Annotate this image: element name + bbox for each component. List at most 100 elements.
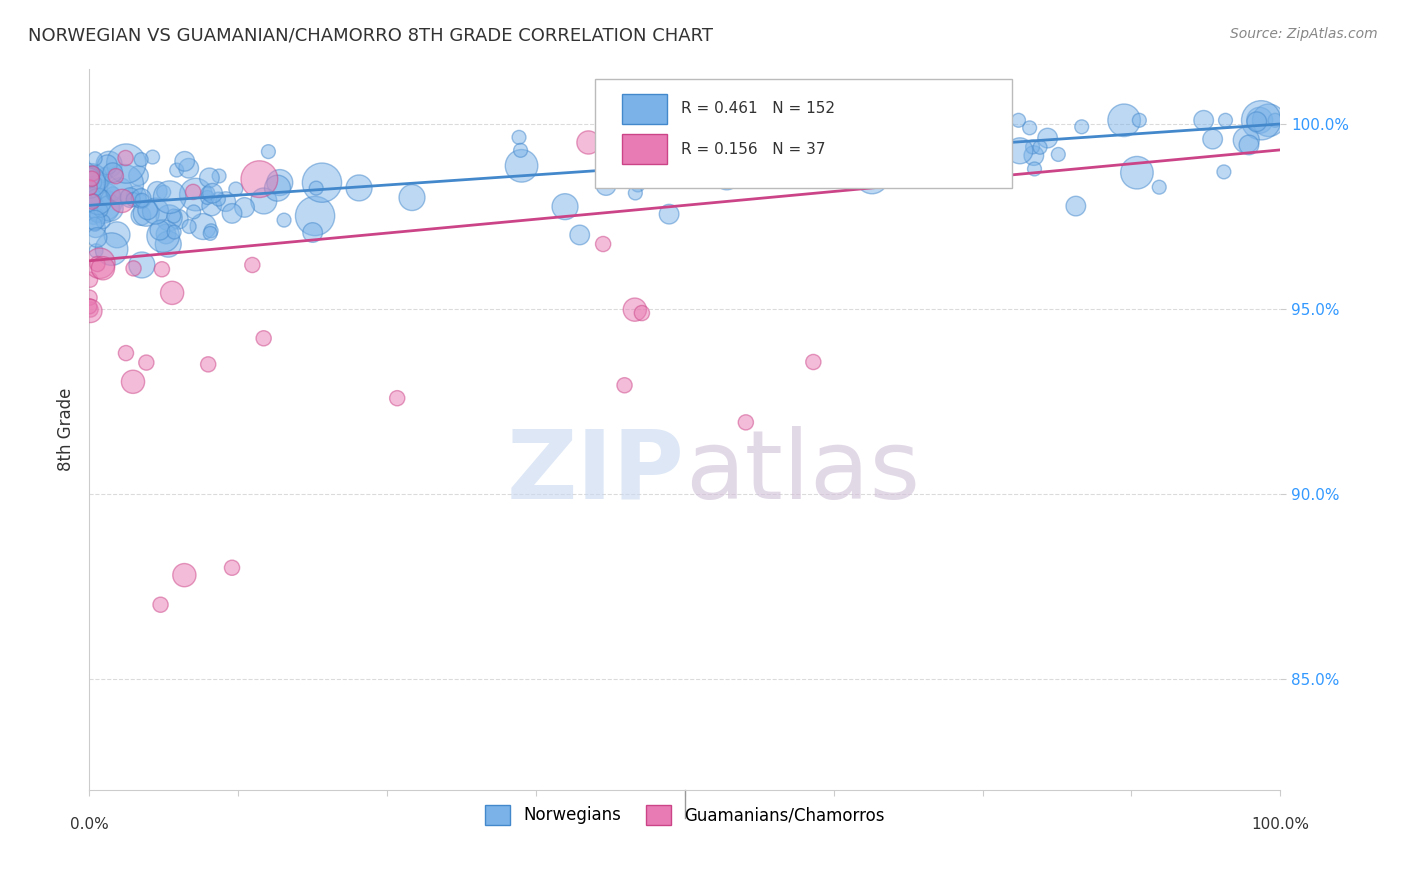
- Point: [247, 172, 270, 186]
- Point: [79, 302, 101, 317]
- Point: [658, 207, 681, 221]
- Point: [80, 190, 103, 204]
- Point: [79, 273, 101, 287]
- Point: [595, 178, 617, 193]
- Point: [198, 170, 221, 185]
- Point: [173, 568, 195, 582]
- Point: [624, 302, 647, 317]
- Point: [83, 176, 105, 190]
- Point: [98, 157, 121, 171]
- Point: [1128, 113, 1150, 128]
- Point: [554, 200, 576, 214]
- Point: [858, 137, 880, 152]
- Legend: Norwegians, Guamanians/Chamorros: Norwegians, Guamanians/Chamorros: [478, 798, 891, 831]
- Point: [240, 258, 263, 272]
- Text: ZIP: ZIP: [506, 425, 685, 519]
- Point: [146, 185, 169, 199]
- Point: [101, 186, 124, 201]
- Point: [183, 205, 205, 219]
- Point: [1264, 113, 1286, 128]
- Point: [668, 142, 690, 156]
- Point: [122, 193, 145, 207]
- Point: [84, 213, 107, 227]
- Point: [197, 357, 219, 371]
- Point: [101, 166, 124, 180]
- Point: [122, 375, 145, 389]
- Point: [97, 191, 120, 205]
- Point: [96, 158, 118, 172]
- Point: [163, 209, 186, 223]
- Point: [91, 261, 114, 276]
- Point: [114, 151, 136, 165]
- Point: [347, 181, 370, 195]
- Text: atlas: atlas: [685, 425, 920, 519]
- Point: [152, 229, 174, 244]
- Point: [149, 598, 172, 612]
- Point: [273, 213, 295, 227]
- Point: [820, 123, 842, 137]
- Point: [79, 175, 101, 189]
- Text: 100.0%: 100.0%: [1251, 817, 1309, 832]
- FancyBboxPatch shape: [595, 79, 1012, 187]
- Text: Source: ZipAtlas.com: Source: ZipAtlas.com: [1230, 27, 1378, 41]
- Point: [82, 194, 104, 209]
- Point: [159, 190, 181, 204]
- Point: [613, 136, 636, 150]
- Point: [108, 184, 131, 198]
- Point: [86, 257, 108, 271]
- Point: [197, 190, 219, 204]
- Point: [105, 227, 128, 242]
- Point: [83, 180, 105, 194]
- Point: [160, 285, 183, 300]
- Point: [955, 124, 977, 138]
- Point: [401, 190, 423, 204]
- Point: [122, 261, 145, 276]
- Point: [91, 214, 114, 228]
- Point: [129, 194, 152, 208]
- Point: [200, 224, 222, 238]
- Text: R = 0.461   N = 152: R = 0.461 N = 152: [681, 102, 835, 116]
- Text: 0.0%: 0.0%: [70, 817, 108, 832]
- Point: [167, 212, 190, 227]
- Point: [311, 176, 333, 190]
- Point: [152, 185, 174, 199]
- Point: [266, 181, 288, 195]
- Point: [969, 113, 991, 128]
- Point: [91, 194, 114, 209]
- Point: [1246, 114, 1268, 128]
- Point: [269, 176, 291, 190]
- Point: [1008, 144, 1031, 158]
- Point: [1192, 113, 1215, 128]
- Point: [201, 199, 224, 213]
- Point: [125, 188, 148, 202]
- Point: [84, 152, 107, 166]
- Point: [1114, 113, 1136, 128]
- Point: [82, 167, 104, 181]
- Point: [197, 186, 219, 201]
- Point: [253, 194, 276, 208]
- Point: [1201, 132, 1223, 146]
- Point: [150, 262, 173, 277]
- Point: [111, 194, 134, 208]
- Point: [896, 146, 918, 161]
- Point: [716, 169, 738, 184]
- Point: [129, 191, 152, 205]
- Point: [173, 154, 195, 169]
- Point: [191, 219, 214, 234]
- Point: [509, 144, 531, 158]
- Point: [94, 167, 117, 181]
- Point: [1018, 120, 1040, 135]
- Point: [207, 192, 229, 206]
- Point: [887, 150, 910, 164]
- Point: [86, 208, 108, 222]
- Point: [962, 165, 984, 179]
- Point: [142, 150, 165, 164]
- Point: [1250, 113, 1272, 128]
- Point: [86, 230, 108, 244]
- Point: [803, 155, 825, 169]
- Bar: [621, 134, 666, 164]
- Point: [1021, 140, 1043, 154]
- Point: [257, 145, 280, 159]
- Point: [163, 225, 186, 239]
- Point: [83, 194, 105, 208]
